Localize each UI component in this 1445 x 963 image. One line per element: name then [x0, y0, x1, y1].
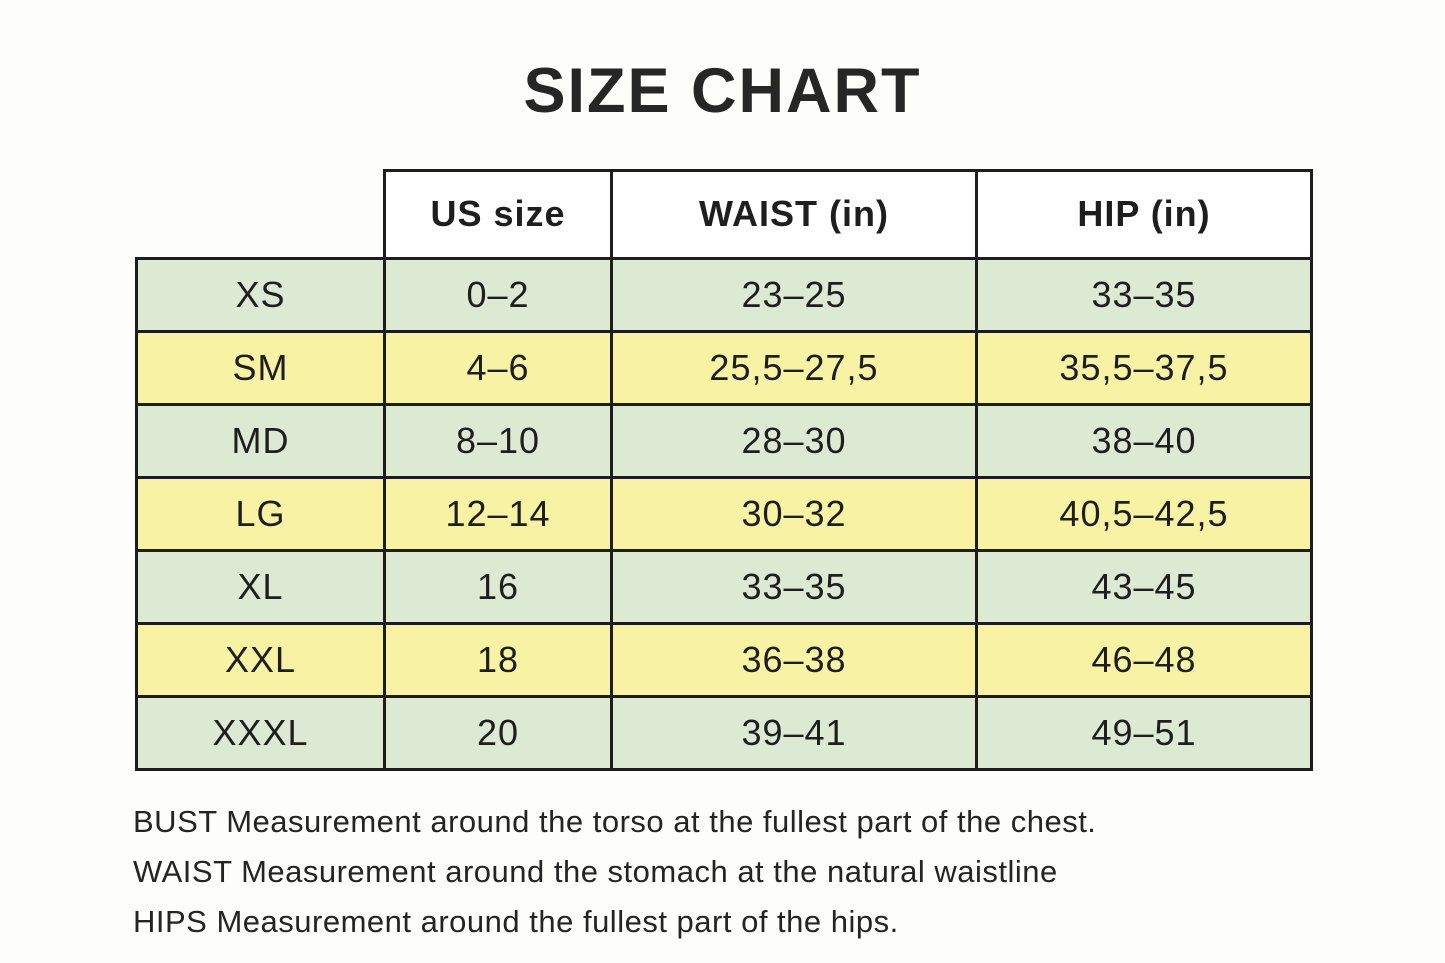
page-title: SIZE CHART	[523, 56, 922, 126]
table-row-xs: XS 0–2 23–25 33–35	[135, 256, 1313, 333]
table-row-xxxl: XXXL 20 39–41 49–51	[135, 694, 1313, 771]
waist-cell: 39–41	[610, 694, 978, 771]
hip-cell: 40,5–42,5	[975, 475, 1313, 552]
blank-corner-cell	[137, 170, 385, 258]
hip-cell: 33–35	[975, 256, 1313, 333]
measurement-notes: BUST Measurement around the torso at the…	[133, 797, 1445, 947]
waist-cell: 28–30	[610, 402, 978, 479]
waist-cell: 33–35	[610, 548, 978, 625]
us-size-cell: 18	[383, 621, 613, 698]
waist-cell: 25,5–27,5	[610, 329, 978, 406]
size-cell: SM	[135, 329, 386, 406]
hip-cell: 38–40	[975, 402, 1313, 479]
us-size-cell: 12–14	[383, 475, 613, 552]
hip-cell: 49–51	[975, 694, 1313, 771]
size-chart-table: US size WAIST (in) HIP (in) XS 0–2 23–25…	[135, 168, 1313, 771]
size-cell: XXL	[135, 621, 386, 698]
us-size-cell: 8–10	[383, 402, 613, 479]
table-row-md: MD 8–10 28–30 38–40	[135, 402, 1313, 479]
hip-cell: 35,5–37,5	[975, 329, 1313, 406]
size-cell: LG	[135, 475, 386, 552]
size-cell: MD	[135, 402, 386, 479]
hip-cell: 43–45	[975, 548, 1313, 625]
table-row-lg: LG 12–14 30–32 40,5–42,5	[135, 475, 1313, 552]
us-size-cell: 16	[383, 548, 613, 625]
waist-cell: 23–25	[610, 256, 978, 333]
column-header-waist: WAIST (in)	[610, 168, 978, 260]
header-row: US size WAIST (in) HIP (in)	[137, 168, 1313, 260]
waist-cell: 36–38	[610, 621, 978, 698]
table-row-xl: XL 16 33–35 43–45	[135, 548, 1313, 625]
hip-cell: 46–48	[975, 621, 1313, 698]
us-size-cell: 4–6	[383, 329, 613, 406]
table-row-sm: SM 4–6 25,5–27,5 35,5–37,5	[135, 329, 1313, 406]
column-header-us-size: US size	[383, 168, 613, 260]
table-header: US size WAIST (in) HIP (in)	[137, 168, 1313, 260]
table-body: XS 0–2 23–25 33–35 SM 4–6 25,5–27,5 35,5…	[135, 256, 1313, 771]
size-cell: XL	[135, 548, 386, 625]
hips-note: HIPS Measurement around the fullest part…	[133, 903, 899, 939]
us-size-cell: 0–2	[383, 256, 613, 333]
size-cell: XXXL	[135, 694, 386, 771]
waist-cell: 30–32	[610, 475, 978, 552]
size-cell: XS	[135, 256, 386, 333]
bust-note: BUST Measurement around the torso at the…	[133, 803, 1097, 839]
table-row-xxl: XXL 18 36–38 46–48	[135, 621, 1313, 698]
column-header-hip: HIP (in)	[975, 168, 1313, 260]
us-size-cell: 20	[383, 694, 613, 771]
waist-note: WAIST Measurement around the stomach at …	[133, 853, 1058, 889]
